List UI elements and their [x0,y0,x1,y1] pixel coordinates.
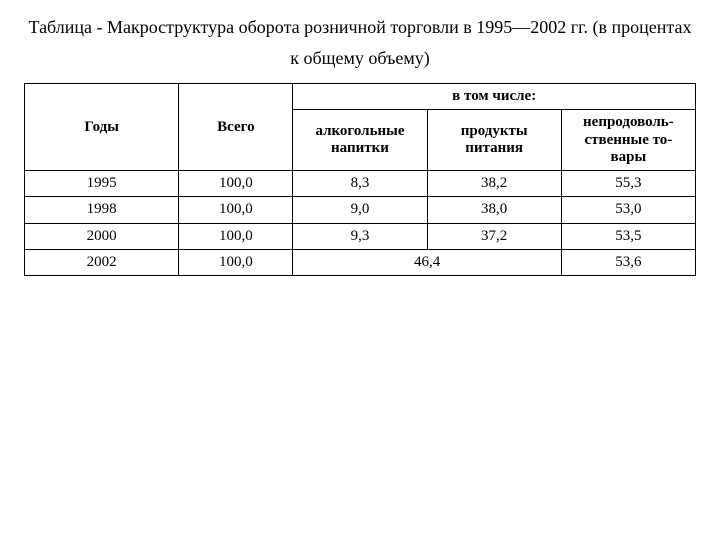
header-row-1: Годы Всего в том числе: [25,84,696,110]
table-header: Годы Всего в том числе: алкогольные напи… [25,84,696,171]
document-page: Таблица - Макроструктура оборота розничн… [0,0,720,276]
col-header-group-including: в том числе: [293,84,696,110]
table-body: 1995100,08,338,255,31998100,09,038,053,0… [25,171,696,276]
col-header-food: продукты питания [427,110,561,171]
col-header-nonfood: непродоволь- ственные то- вары [561,110,695,171]
table-row: 1995100,08,338,255,3 [25,171,696,197]
table-row: 2000100,09,337,253,5 [25,223,696,249]
table-row: 2002100,046,453,6 [25,249,696,275]
cell-nonfood: 53,0 [561,197,695,223]
cell-alcohol: 9,3 [293,223,427,249]
col-header-years: Годы [25,84,179,171]
cell-merged-alcohol-food: 46,4 [293,249,561,275]
col-header-alcohol: алкогольные напитки [293,110,427,171]
cell-food: 37,2 [427,223,561,249]
cell-total: 100,0 [179,171,293,197]
cell-food: 38,0 [427,197,561,223]
table-row: 1998100,09,038,053,0 [25,197,696,223]
cell-alcohol: 9,0 [293,197,427,223]
cell-nonfood: 53,6 [561,249,695,275]
cell-year: 2002 [25,249,179,275]
cell-total: 100,0 [179,197,293,223]
cell-nonfood: 53,5 [561,223,695,249]
cell-year: 1995 [25,171,179,197]
cell-total: 100,0 [179,249,293,275]
cell-year: 2000 [25,223,179,249]
col-header-total: Всего [179,84,293,171]
cell-alcohol: 8,3 [293,171,427,197]
retail-structure-table: Годы Всего в том числе: алкогольные напи… [24,83,696,276]
table-caption: Таблица - Макроструктура оборота розничн… [24,12,696,73]
cell-nonfood: 55,3 [561,171,695,197]
cell-food: 38,2 [427,171,561,197]
cell-year: 1998 [25,197,179,223]
cell-total: 100,0 [179,223,293,249]
